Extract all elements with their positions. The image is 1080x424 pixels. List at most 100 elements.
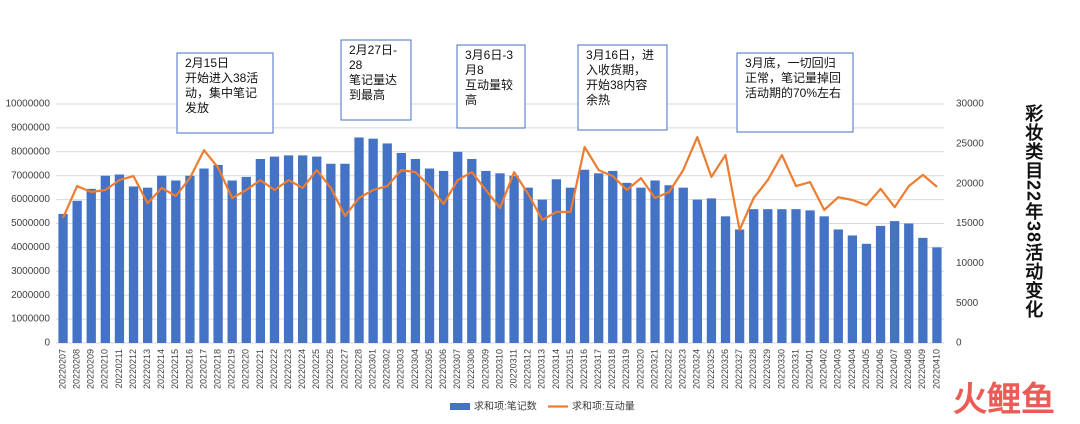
bar (171, 180, 181, 343)
annotation-box (577, 44, 668, 131)
x-tick-label: 20220406 (875, 349, 885, 389)
x-tick-label: 20220213 (142, 349, 152, 389)
bar (833, 229, 843, 343)
x-tick-label: 20220324 (692, 349, 702, 389)
x-tick-label: 20220405 (861, 349, 871, 389)
annotation-text: 月8 (465, 63, 484, 77)
bar (847, 235, 858, 343)
x-tick-label: 20220221 (255, 349, 265, 389)
bar (565, 187, 576, 343)
y2-tick-label: 25000 (956, 138, 984, 149)
x-tick-label: 20220316 (579, 349, 589, 389)
y2-tick-label: 15000 (956, 218, 984, 229)
annotation-text: 动，集中笔记 (185, 85, 257, 100)
x-tick-label: 20220216 (184, 349, 194, 389)
x-tick-label: 20220319 (621, 349, 631, 389)
annotation-text: 高 (465, 92, 477, 107)
bar (509, 175, 519, 343)
x-tick-label: 20220305 (424, 349, 434, 389)
x-tick-label: 20220307 (452, 349, 462, 389)
bar (354, 137, 364, 343)
y-tick-label: 1000000 (11, 314, 50, 325)
x-tick-label: 20220321 (649, 349, 659, 389)
annotation-box (176, 52, 274, 134)
bar (777, 209, 787, 343)
x-tick-label: 20220304 (410, 349, 420, 389)
bar (241, 176, 251, 343)
bar (382, 143, 392, 343)
bar (594, 173, 604, 343)
x-tick-label: 20220407 (889, 349, 899, 389)
bar (791, 209, 801, 343)
x-tick-label: 20220308 (466, 349, 476, 389)
bar (128, 186, 139, 343)
bar (664, 185, 674, 343)
bar (805, 210, 815, 343)
y2-tick-label: 30000 (956, 99, 984, 110)
x-tick-label: 20220302 (382, 349, 392, 389)
y-tick-label: 4000000 (11, 242, 50, 253)
x-tick-label: 20220219 (227, 349, 237, 389)
bar (875, 225, 886, 343)
bar (523, 187, 533, 343)
x-tick-label: 20220223 (283, 349, 293, 389)
x-tick-label: 20220207 (57, 349, 67, 389)
bar (72, 200, 82, 343)
x-tick-label: 20220401 (804, 349, 814, 389)
bar (819, 216, 829, 343)
x-tick-label: 20220310 (494, 349, 504, 389)
annotation-text: 2月27日- (349, 43, 397, 57)
x-tick-label: 20220317 (593, 349, 603, 389)
watermark: 火鲤鱼 (953, 381, 1055, 419)
annotation-text: 正常，笔记量掉回 (745, 70, 841, 85)
bar (255, 158, 266, 343)
bar (537, 199, 547, 343)
bar (86, 188, 96, 343)
bar (467, 158, 477, 343)
bar (678, 187, 688, 343)
x-tick-label: 20220331 (790, 349, 800, 389)
x-tick-label: 20220328 (748, 349, 758, 389)
bar (199, 168, 209, 343)
annotation-box (736, 52, 854, 133)
bar (481, 170, 491, 343)
bar (706, 198, 717, 343)
legend-label: 求和项:笔记数 (474, 400, 537, 413)
x-tick-label: 20220402 (819, 349, 829, 389)
y-tick-label: 8000000 (11, 146, 50, 157)
annotation-box (340, 39, 412, 121)
bar (185, 175, 195, 343)
annotation-text: 开始38内容 (586, 77, 647, 92)
x-tick-label: 20220210 (100, 349, 110, 389)
x-tick-label: 20220311 (508, 349, 518, 388)
x-tick-label: 20220325 (706, 349, 716, 389)
x-tick-label: 20220327 (734, 349, 744, 389)
x-tick-label: 20220410 (931, 349, 941, 389)
bar (438, 170, 449, 343)
x-tick-label: 20220309 (480, 349, 490, 389)
bar (734, 229, 745, 343)
bar (142, 187, 153, 343)
bar (298, 155, 308, 343)
bar (636, 187, 646, 343)
x-tick-label: 20220408 (903, 349, 913, 389)
bar (157, 175, 167, 343)
x-tick-label: 20220226 (325, 349, 335, 389)
x-tick-label: 20220330 (776, 349, 786, 389)
chart-title: 彩妆类目22年38活动变化 (1023, 104, 1044, 319)
x-tick-label: 20220314 (551, 349, 561, 389)
x-tick-label: 20220301 (368, 349, 378, 389)
x-tick-label: 20220318 (607, 349, 617, 389)
x-tick-label: 20220225 (311, 349, 321, 389)
bar (622, 182, 632, 343)
legend-label: 求和项:互动量 (572, 401, 635, 413)
bar (410, 158, 421, 343)
annotation-text: 发放 (185, 100, 209, 115)
x-tick-label: 20220215 (170, 349, 180, 389)
x-tick-label: 20220220 (241, 349, 251, 389)
x-tick-label: 20220214 (156, 349, 166, 389)
bar (283, 155, 294, 343)
y-tick-label: 6000000 (11, 194, 50, 205)
x-tick-label: 20220312 (523, 349, 533, 389)
annotation-text: 3月16日，进 (586, 48, 654, 62)
